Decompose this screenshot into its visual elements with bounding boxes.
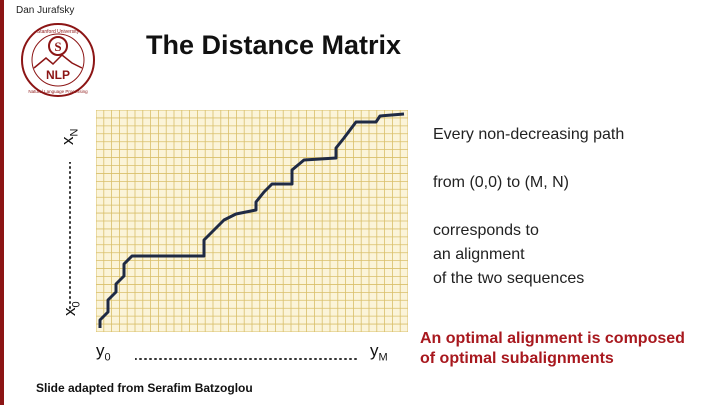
grid-lines (96, 110, 408, 332)
bullet-line-1: Every non-decreasing path (433, 126, 625, 143)
author-label: Dan Jurafsky (16, 5, 75, 16)
bullet-line-2: from (0,0) to (M, N) (433, 174, 570, 191)
bullet-line-3b: an alignment (433, 246, 525, 263)
conclusion-line-2: of optimal subalignments (420, 350, 614, 367)
left-accent-bar (0, 0, 4, 405)
logo-letter: S (54, 39, 61, 54)
slide-credit: Slide adapted from Serafim Batzoglou (36, 381, 253, 395)
stanford-nlp-logo: S NLP Stanford University Natural Langua… (21, 23, 95, 97)
logo-bottom-text: Natural Language Processing (28, 89, 88, 94)
slide-title: The Distance Matrix (146, 30, 402, 60)
horizontal-axis-dots (135, 358, 360, 360)
axis-label-yM: yM (370, 341, 388, 364)
logo-acronym: NLP (46, 68, 70, 82)
alignment-path (98, 112, 405, 328)
bullet-line-3c: of the two sequences (433, 270, 585, 287)
conclusion-text: An optimal alignment is composed of opti… (420, 329, 685, 369)
axis-label-y0: y0 (96, 341, 111, 364)
axis-label-xN: xN (58, 128, 81, 145)
conclusion-line-1: An optimal alignment is composed (420, 330, 685, 347)
vertical-axis-dots (69, 162, 71, 312)
logo-top-text: Stanford University (37, 29, 80, 35)
distance-matrix-grid (96, 110, 408, 332)
bullet-line-3a: corresponds to (433, 222, 539, 239)
